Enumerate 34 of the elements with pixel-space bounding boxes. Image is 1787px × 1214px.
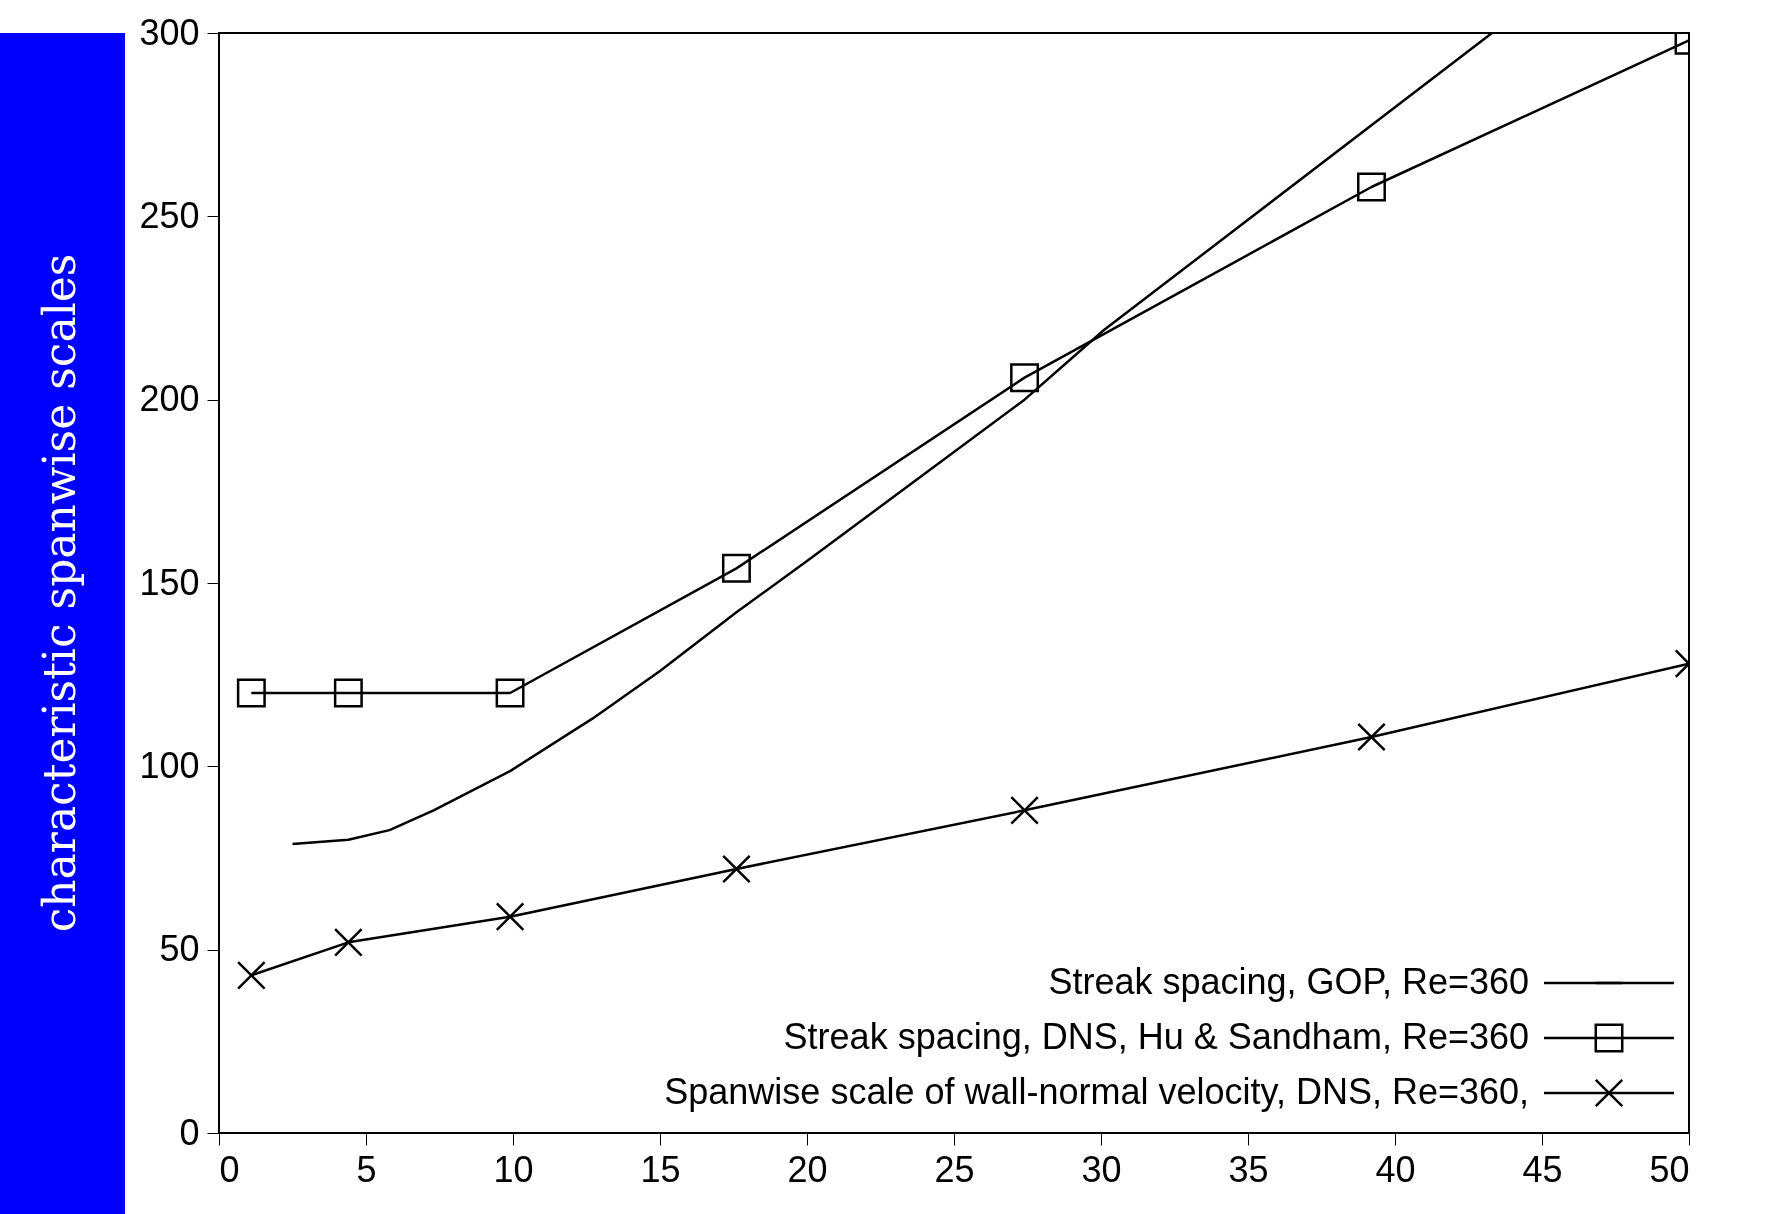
- y-axis-title: characteristic spanwise scales: [34, 253, 85, 933]
- y-tick-label: 0: [179, 1111, 200, 1153]
- point: [495, 902, 525, 932]
- y-tick-label: 100: [139, 744, 200, 786]
- point: [1010, 795, 1040, 825]
- x-tick-label: 5: [356, 1148, 377, 1190]
- y-tick-label: 50: [159, 928, 200, 970]
- point: [333, 678, 363, 708]
- x-tick-label: 15: [640, 1148, 681, 1190]
- legend-label: Streak spacing, GOP, Re=360: [1048, 961, 1529, 1002]
- point: [721, 854, 751, 884]
- x-tick-label: 40: [1375, 1148, 1416, 1190]
- x-tick-label: 10: [493, 1148, 534, 1190]
- y-tick-label: 300: [139, 11, 200, 53]
- x-tick-label: 30: [1081, 1148, 1122, 1190]
- point: [333, 927, 363, 957]
- legend-label: Spanwise scale of wall-normal velocity, DNS, Re=360,: [664, 1071, 1529, 1112]
- x-tick-label: 50: [1649, 1148, 1690, 1190]
- point: [1357, 722, 1386, 752]
- x-tick-label: 0: [219, 1148, 240, 1190]
- legend-label: Streak spacing, DNS, Hu & Sandham, Re=360: [783, 1016, 1529, 1057]
- point: [495, 678, 525, 708]
- x-tick-label: 20: [787, 1148, 828, 1190]
- x-tick-label: 45: [1522, 1148, 1563, 1190]
- y-tick-label: 250: [139, 194, 200, 236]
- point: [1010, 363, 1040, 393]
- point: [721, 553, 751, 583]
- x-tick-label: 35: [1228, 1148, 1269, 1190]
- point: [236, 960, 266, 990]
- point: [236, 678, 266, 708]
- point: [1357, 172, 1386, 202]
- y-tick-label: 150: [139, 561, 200, 603]
- y-tick-label: 200: [139, 378, 200, 420]
- x-tick-label: 25: [934, 1148, 975, 1190]
